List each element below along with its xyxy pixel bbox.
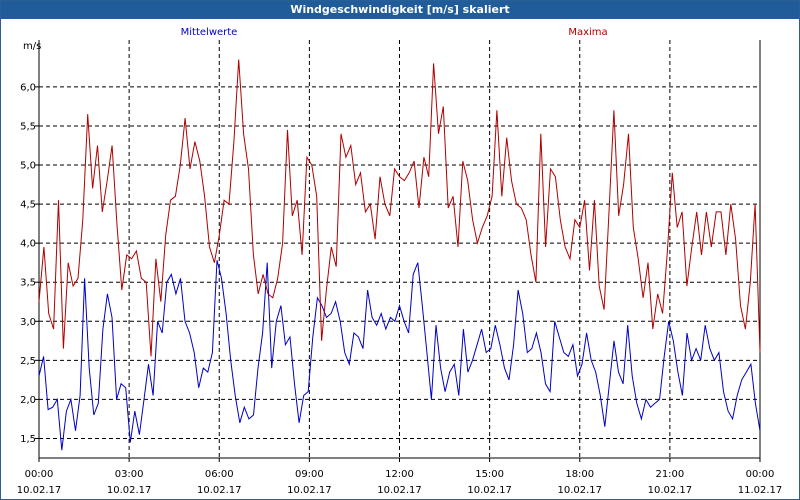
y-axis: 1,5 2,0 2,5 3,0 3,5 4,0 4,5 5,0 5,5 6,0 m/s [20, 41, 41, 445]
x-tick-time: 09:00 [295, 469, 324, 480]
x-tick-time: 03:00 [115, 469, 144, 480]
x-tick-time: 18:00 [565, 469, 594, 480]
y-tick-label: 1,5 [20, 434, 36, 445]
y-tick-label: 3,5 [20, 278, 36, 289]
series-label-maxima: Maxima [568, 27, 607, 38]
y-axis-label: m/s [23, 41, 41, 52]
y-tick-label: 6,0 [20, 82, 36, 93]
window-title: Windgeschwindigkeit [m/s] skaliert [1, 1, 799, 19]
x-tick-date: 10.02.17 [107, 485, 152, 496]
y-tick-label: 5,5 [20, 121, 36, 132]
x-tick-time: 12:00 [385, 469, 414, 480]
x-axis: 00:00 10.02.17 03:00 10.02.17 06:00 10.02.17 0… [17, 458, 783, 496]
x-tick-time: 06:00 [205, 469, 234, 480]
x-tick-date: 10.02.17 [557, 485, 602, 496]
x-tick-time: 21:00 [655, 469, 684, 480]
x-tick-date: 10.02.17 [377, 485, 422, 496]
series-lines [38, 59, 761, 451]
x-tick-time: 15:00 [475, 469, 504, 480]
x-tick-date: 10.02.17 [17, 485, 62, 496]
series-label-mittelwerte: Mittelwerte [181, 27, 238, 38]
x-tick-date: 10.02.17 [197, 485, 242, 496]
chart-grid [38, 40, 761, 459]
series-labels: Mittelwerte Maxima [181, 27, 608, 38]
x-tick-date: 10.02.17 [648, 485, 693, 496]
x-tick-date: 11.02.17 [738, 485, 783, 496]
y-tick-label: 4,5 [20, 200, 36, 211]
y-tick-label: 4,0 [20, 239, 36, 250]
y-tick-label: 3,0 [20, 317, 36, 328]
y-tick-label: 2,0 [20, 395, 36, 406]
x-tick-time: 00:00 [25, 469, 54, 480]
x-tick-date: 10.02.17 [467, 485, 512, 496]
x-tick-time: 00:00 [746, 469, 775, 480]
y-tick-label: 2,5 [20, 356, 36, 367]
x-tick-date: 10.02.17 [287, 485, 332, 496]
y-tick-label: 5,0 [20, 161, 36, 172]
series-line-maxima [38, 59, 761, 357]
series-line-mittelwerte [38, 260, 761, 451]
